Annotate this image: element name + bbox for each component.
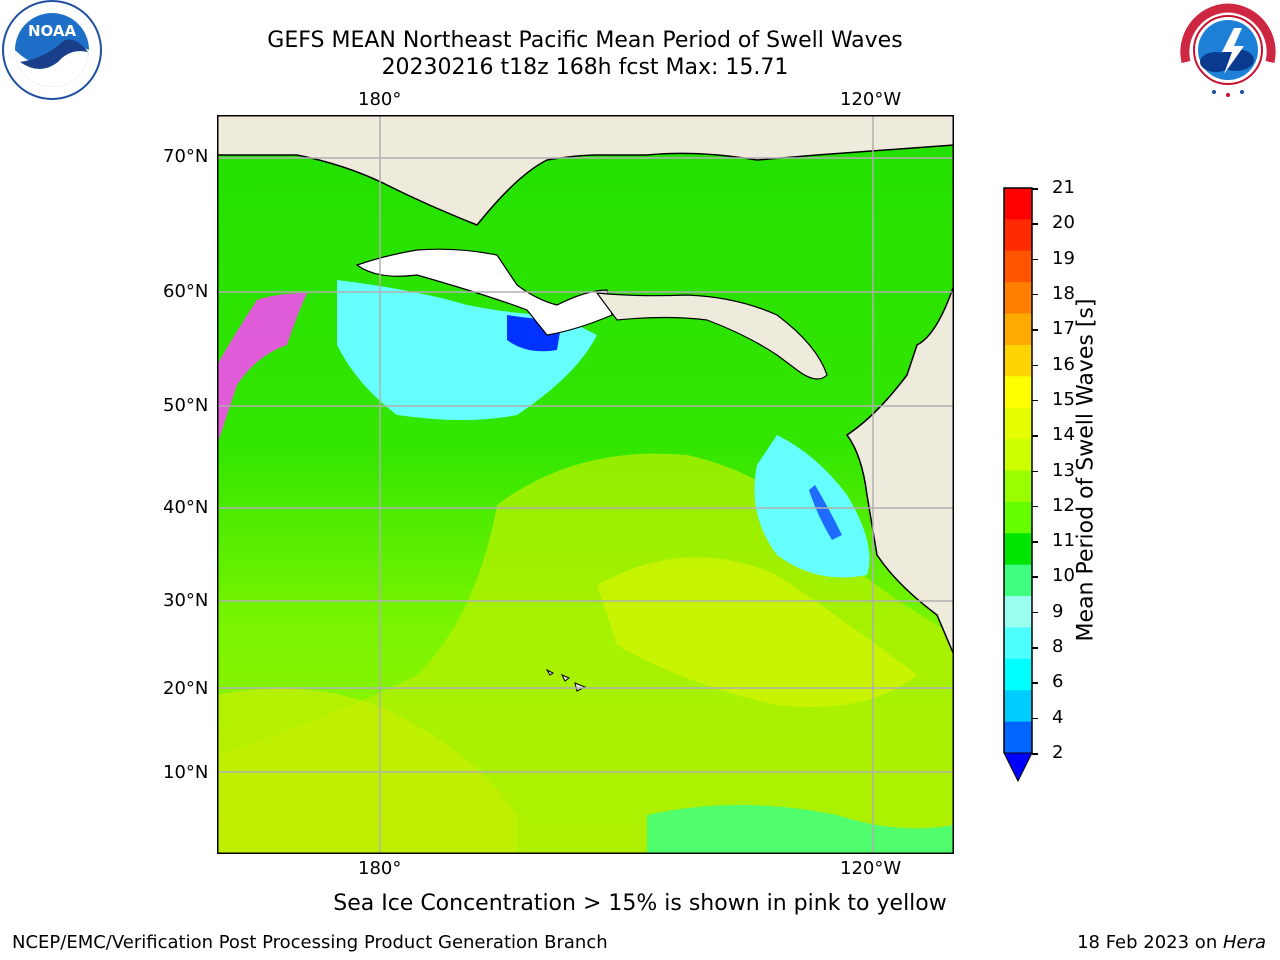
land-arctic-coast	[216, 114, 955, 226]
lon-label-top-180: 180°	[358, 89, 402, 110]
colorbar-swatch	[1004, 470, 1032, 503]
colorbar-tick-label: 15	[1052, 388, 1075, 410]
colorbar-swatch	[1004, 313, 1032, 346]
colorbar-tick-mark	[1032, 293, 1038, 296]
colorbar-tick-mark	[1032, 435, 1038, 437]
colorbar-tick-label: 11	[1052, 530, 1075, 552]
land-hawaii	[545, 668, 587, 692]
colorbar-swatch	[1004, 658, 1032, 691]
lat-label-60n: 60°N	[163, 281, 209, 302]
colorbar-tick-mark	[1032, 505, 1038, 508]
colorbar-tick-label: 8	[1052, 636, 1064, 658]
colorbar-graphic	[1003, 187, 1033, 783]
noaa-logo-text: NOAA	[28, 22, 77, 40]
colorbar-tick-labels: 21 20 19 18 17 16 15 14 13 12 11 10 9 8 6 4 2	[1032, 177, 1092, 785]
colorbar-swatch	[1004, 501, 1032, 534]
colorbar-swatch	[1004, 407, 1032, 440]
colorbar-tick-label: 10	[1052, 565, 1075, 587]
lon-label-bottom-120w: 120°W	[840, 858, 902, 879]
colorbar-tick-label: 9	[1052, 600, 1064, 622]
colorbar-tick-label: 20	[1052, 212, 1075, 234]
sea-ice-note: Sea Ice Concentration > 15% is shown in …	[333, 891, 947, 916]
colorbar-tick-label: 19	[1052, 247, 1075, 269]
footer-date: 18 Feb 2023 on Hera	[1077, 932, 1266, 953]
colorbar-swatch	[1004, 219, 1032, 252]
colorbar-swatch	[1004, 344, 1032, 377]
lon-label-bottom-180: 180°	[358, 858, 402, 879]
colorbar-tick-label: 16	[1052, 353, 1075, 375]
chart-subtitle: 20230216 t18z 168h fcst Max: 15.71	[381, 55, 789, 80]
swell-zone-13-14s	[597, 557, 917, 707]
colorbar-swatch	[1004, 439, 1032, 471]
noaa-logo: NOAA	[0, 0, 104, 104]
colorbar-tick-mark	[1032, 329, 1038, 331]
colorbar-tick-label: 14	[1052, 424, 1075, 446]
lat-label-20n: 20°N	[163, 678, 209, 699]
colorbar-swatch	[1004, 188, 1032, 220]
colorbar-tick-mark	[1032, 258, 1038, 261]
colorbar-tick-mark	[1032, 717, 1038, 720]
colorbar-tick-mark	[1032, 399, 1038, 402]
lat-label-10n: 10°N	[163, 762, 209, 783]
colorbar-tick-label: 6	[1052, 671, 1064, 693]
lat-label-40n: 40°N	[163, 497, 209, 518]
colorbar-tick-mark	[1032, 364, 1038, 367]
chart-title: GEFS MEAN Northeast Pacific Mean Period …	[267, 28, 903, 53]
colorbar-swatch	[1004, 690, 1032, 723]
colorbar-tick-label: 17	[1052, 318, 1075, 340]
lat-label-30n: 30°N	[163, 590, 209, 611]
colorbar-swatch	[1004, 596, 1032, 628]
colorbar-label: Mean Period of Swell Waves [s]	[1073, 298, 1099, 642]
map-panel	[216, 114, 955, 854]
colorbar-swatch	[1004, 376, 1032, 409]
swell-zone-4s-coast	[809, 485, 842, 540]
colorbar-tick-mark	[1032, 188, 1038, 190]
colorbar-swatch	[1004, 250, 1032, 283]
colorbar-tick-label: 4	[1052, 706, 1064, 728]
swell-zone-9-10s-south	[647, 805, 954, 854]
map-frame	[217, 115, 954, 854]
colorbar-tick-label: 21	[1052, 177, 1075, 198]
sea-ice-region	[217, 293, 307, 445]
footer-credit: NCEP/EMC/Verification Post Processing Pr…	[12, 932, 608, 953]
swell-period-map	[216, 114, 955, 854]
swell-zone-7-8s-california	[754, 435, 870, 578]
colorbar-swatch	[1004, 627, 1032, 660]
lon-label-top-120w: 120°W	[840, 89, 902, 110]
colorbar-tick-label: 12	[1052, 494, 1075, 516]
colorbar-tick-label: 2	[1052, 742, 1064, 763]
colorbar-tick-mark	[1032, 576, 1038, 578]
colorbar-tick-mark	[1032, 470, 1038, 472]
lat-label-70n: 70°N	[163, 146, 209, 167]
colorbar-swatch	[1004, 533, 1032, 566]
swell-zone-south-west	[217, 688, 517, 854]
colorbar	[1000, 185, 1040, 785]
land-alaska-south	[595, 292, 828, 380]
graticule	[217, 115, 954, 854]
footer-date-text: 18 Feb 2023 on	[1077, 932, 1223, 953]
footer-machine: Hera	[1222, 932, 1266, 953]
colorbar-swatch	[1004, 282, 1032, 315]
colorbar-tick-label: 13	[1052, 459, 1075, 481]
colorbar-swatch	[1004, 721, 1032, 754]
colorbar-swatch	[1004, 564, 1032, 597]
lat-label-50n: 50°N	[163, 395, 209, 416]
colorbar-tick-mark	[1032, 682, 1038, 684]
colorbar-extend-arrow	[1003, 752, 1033, 783]
colorbar-tick-mark	[1032, 753, 1038, 755]
colorbar-tick-mark	[1032, 611, 1038, 614]
nws-logo	[1176, 0, 1280, 100]
colorbar-tick-label: 18	[1052, 282, 1075, 304]
colorbar-tick-mark	[1032, 541, 1038, 543]
colorbar-tick-mark	[1032, 223, 1038, 225]
colorbar-tick-mark	[1032, 647, 1038, 649]
land-north-america	[217, 114, 955, 656]
